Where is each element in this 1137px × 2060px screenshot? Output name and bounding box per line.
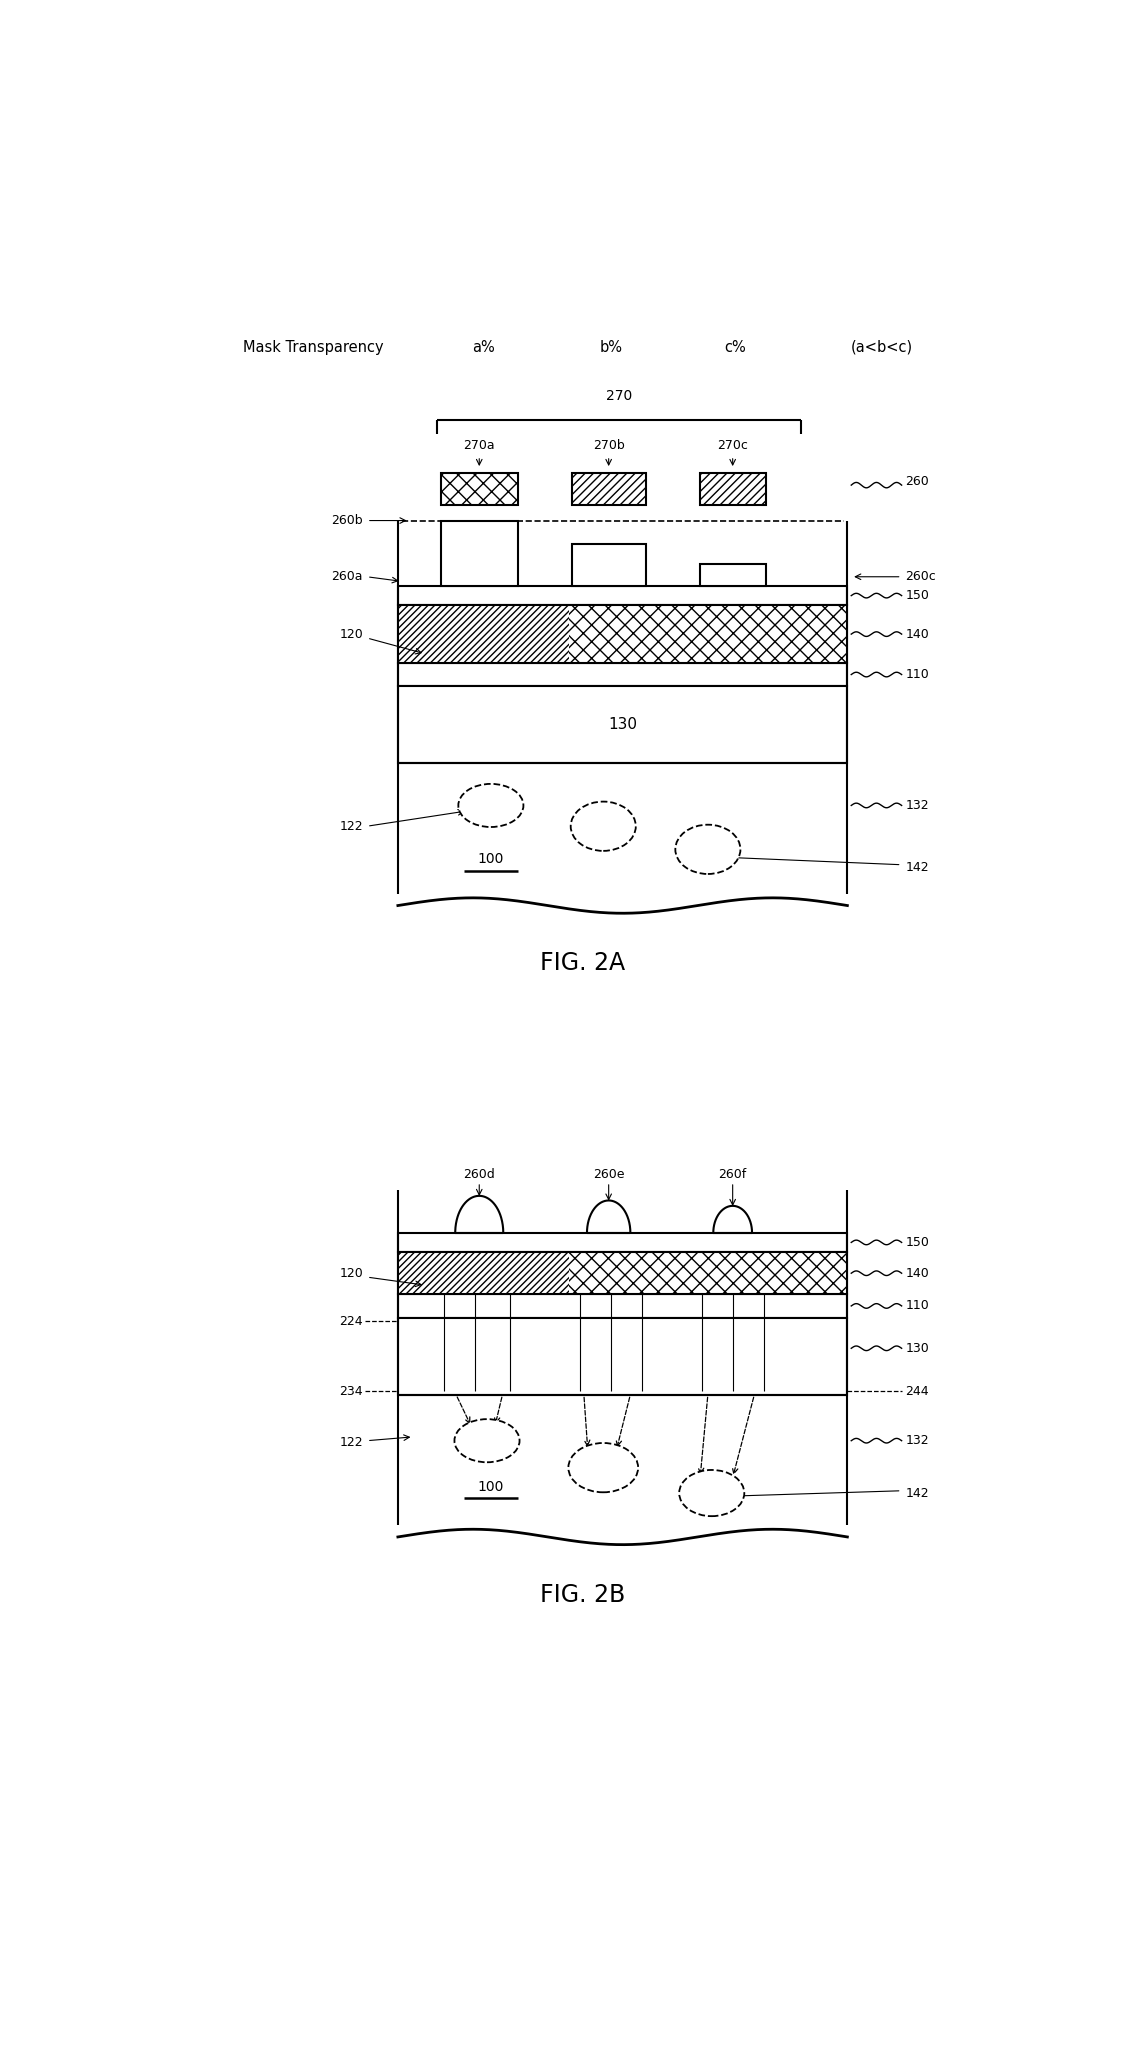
Text: 270c: 270c <box>717 439 748 453</box>
Bar <box>398 1232 847 1252</box>
Ellipse shape <box>571 801 636 851</box>
Text: 120: 120 <box>339 628 363 641</box>
Bar <box>398 1252 847 1294</box>
Text: 234: 234 <box>339 1384 363 1399</box>
Text: 140: 140 <box>905 628 929 641</box>
Text: 110: 110 <box>905 667 929 682</box>
Ellipse shape <box>568 1442 638 1491</box>
Text: 142: 142 <box>905 861 929 873</box>
Text: 260e: 260e <box>592 1168 624 1180</box>
Text: 132: 132 <box>905 1434 929 1448</box>
Text: 100: 100 <box>478 853 504 867</box>
Bar <box>440 474 518 505</box>
Text: 110: 110 <box>905 1300 929 1312</box>
Bar <box>398 663 847 686</box>
Text: 260c: 260c <box>905 571 936 583</box>
Text: 122: 122 <box>339 820 363 832</box>
Text: 120: 120 <box>339 1267 363 1279</box>
Text: 150: 150 <box>905 1236 929 1248</box>
Bar <box>568 1252 847 1294</box>
Bar <box>398 606 847 663</box>
Bar <box>568 606 847 663</box>
Text: 100: 100 <box>478 1479 504 1494</box>
Bar <box>398 1294 847 1318</box>
Text: 270a: 270a <box>464 439 495 453</box>
Text: 260f: 260f <box>719 1168 747 1180</box>
Bar <box>700 564 766 585</box>
Bar <box>440 521 518 585</box>
Bar <box>398 585 847 606</box>
Text: FIG. 2A: FIG. 2A <box>540 952 625 974</box>
Ellipse shape <box>679 1471 745 1516</box>
Text: 270: 270 <box>606 389 632 404</box>
Text: 270b: 270b <box>592 439 624 453</box>
Text: Mask Transparency: Mask Transparency <box>243 340 383 354</box>
Bar <box>572 544 646 585</box>
Text: 140: 140 <box>905 1267 929 1279</box>
Bar <box>398 1252 568 1294</box>
Text: (a<b<c): (a<b<c) <box>852 340 913 354</box>
Bar <box>700 474 766 505</box>
Bar <box>398 1318 847 1395</box>
Text: 122: 122 <box>339 1436 363 1448</box>
Text: 260d: 260d <box>464 1168 495 1180</box>
Bar <box>572 474 646 505</box>
Text: b%: b% <box>599 340 622 354</box>
Text: FIG. 2B: FIG. 2B <box>540 1582 625 1607</box>
Text: 150: 150 <box>905 589 929 602</box>
Text: 260: 260 <box>905 474 929 488</box>
Text: 132: 132 <box>905 799 929 812</box>
Text: a%: a% <box>472 340 495 354</box>
Text: c%: c% <box>724 340 746 354</box>
Ellipse shape <box>455 1419 520 1463</box>
Ellipse shape <box>458 785 523 826</box>
Text: 142: 142 <box>905 1487 929 1500</box>
Text: 224: 224 <box>339 1314 363 1329</box>
Text: 130: 130 <box>905 1341 929 1355</box>
Bar <box>398 686 847 762</box>
Text: 260b: 260b <box>331 515 363 527</box>
Text: 130: 130 <box>608 717 637 731</box>
Text: 260a: 260a <box>332 571 363 583</box>
Bar <box>398 606 568 663</box>
Ellipse shape <box>675 824 740 873</box>
Text: 244: 244 <box>905 1384 929 1399</box>
